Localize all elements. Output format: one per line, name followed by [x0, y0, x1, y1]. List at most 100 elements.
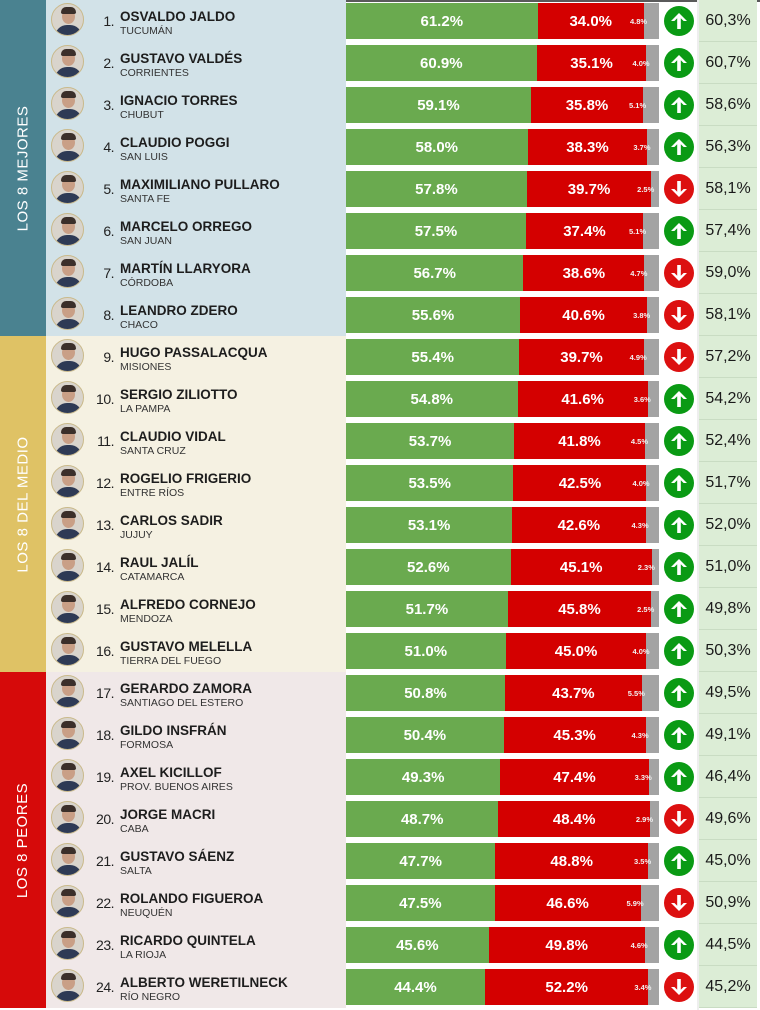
- rank-number: 1.: [103, 13, 114, 29]
- table-row: 12. ROGELIO FRIGERIO ENTRE RÍOS 53.5% 42.5% 4…: [0, 462, 760, 504]
- nsnc-value: 3.4%: [634, 982, 652, 992]
- approve-segment: 58.0%: [346, 129, 528, 165]
- rank-number: 6.: [103, 223, 114, 239]
- province-name: LA RIOJA: [120, 949, 167, 961]
- disapprove-segment: 48.8%: [495, 843, 649, 879]
- nsnc-segment: 3.4%: [634, 969, 659, 1005]
- disapprove-segment: 34.0%: [537, 3, 644, 39]
- table-row: 17. GERARDO ZAMORA SANTIAGO DEL ESTERO 50.8…: [0, 672, 760, 714]
- governor-avatar: [51, 3, 84, 36]
- group-middle: LOS 8 DEL MEDIO: [0, 336, 760, 672]
- approve-segment: 53.5%: [346, 465, 514, 501]
- approve-segment: 55.6%: [346, 297, 521, 333]
- nsnc-value: 4.7%: [630, 268, 648, 278]
- table-row: 13. CARLOS SADIR JUJUY 53.1% 42.6% 4.3% 52,0%: [0, 504, 760, 546]
- approve-segment: 47.5%: [346, 885, 495, 921]
- table-row: 20. JORGE MACRI CABA 48.7% 48.4% 2.9% 49,6%: [0, 798, 760, 840]
- governor-name: GUSTAVO SÁENZ: [120, 849, 235, 864]
- arrow-up-icon: [664, 468, 694, 498]
- nsnc-segment: 2.9%: [636, 801, 659, 837]
- nsnc-value: 2.5%: [637, 604, 655, 614]
- rank-number: 8.: [103, 307, 114, 323]
- arrow-down-icon: [664, 888, 694, 918]
- governor-avatar: [51, 423, 84, 456]
- arrow-down-icon: [664, 342, 694, 372]
- governor-name: GUSTAVO MELELLA: [120, 639, 253, 654]
- disapprove-segment: 40.6%: [520, 297, 648, 333]
- nsnc-segment: 4.8%: [630, 3, 659, 39]
- arrow-up-icon: [664, 6, 694, 36]
- nsnc-value: 3.5%: [634, 856, 652, 866]
- rank-number: 7.: [103, 265, 114, 281]
- province-name: SANTA FE: [120, 193, 170, 205]
- approval-stacked-bar: 59.1% 35.8% 5.1%: [346, 87, 659, 123]
- top-border: [0, 0, 760, 2]
- province-name: LA PAMPA: [120, 403, 171, 415]
- table-row: 24. ALBERTO WERETILNECK RÍO NEGRO 44.4% 52.2…: [0, 966, 760, 1008]
- rank-number: 12.: [96, 475, 114, 491]
- previous-value: 50,9%: [699, 882, 757, 924]
- arrow-up-icon: [664, 552, 694, 582]
- province-name: PROV. BUENOS AIRES: [120, 781, 233, 793]
- nsnc-segment: 3.6%: [634, 381, 659, 417]
- approve-segment: 53.7%: [346, 423, 515, 459]
- province-name: TIERRA DEL FUEGO: [120, 655, 222, 667]
- approval-stacked-bar: 50.8% 43.7% 5.5%: [346, 675, 659, 711]
- governor-avatar: [51, 297, 84, 330]
- approval-stacked-bar: 60.9% 35.1% 4.0%: [346, 45, 659, 81]
- previous-value: 50,3%: [699, 630, 757, 672]
- nsnc-value: 5.1%: [629, 100, 647, 110]
- approve-segment: 53.1%: [346, 507, 513, 543]
- approve-segment: 57.8%: [346, 171, 527, 207]
- table-row: 14. RAUL JALÍL CATAMARCA 52.6% 45.1% 2.3% 51,0…: [0, 546, 760, 588]
- governor-avatar: [51, 339, 84, 372]
- table-row: 4. CLAUDIO POGGI SAN LUIS 58.0% 38.3% 3.7% 56,…: [0, 126, 760, 168]
- province-name: SANTA CRUZ: [120, 445, 186, 457]
- rank-number: 4.: [103, 139, 114, 155]
- nsnc-segment: 4.5%: [631, 423, 659, 459]
- nsnc-value: 5.9%: [626, 898, 644, 908]
- governor-name: RICARDO QUINTELA: [120, 933, 256, 948]
- nsnc-segment: 5.1%: [629, 213, 659, 249]
- nsnc-value: 4.0%: [632, 478, 650, 488]
- nsnc-value: 2.9%: [635, 814, 654, 824]
- nsnc-segment: 4.0%: [632, 633, 659, 669]
- previous-value: 52,4%: [699, 420, 757, 462]
- arrow-down-icon: [664, 174, 694, 204]
- nsnc-value: 5.5%: [627, 688, 645, 698]
- nsnc-segment: 5.9%: [627, 885, 659, 921]
- governor-name: MARTÍN LLARYORA: [120, 261, 251, 276]
- province-name: RÍO NEGRO: [120, 991, 181, 1003]
- approve-segment: 51.7%: [346, 591, 508, 627]
- group-label: LOS 8 DEL MEDIO: [0, 336, 46, 672]
- disapprove-segment: 42.6%: [512, 507, 646, 543]
- table-row: 21. GUSTAVO SÁENZ SALTA 47.7% 48.8% 3.5% 45,0%: [0, 840, 760, 882]
- table-row: 23. RICARDO QUINTELA LA RIOJA 45.6% 49.8% 4.6…: [0, 924, 760, 966]
- governor-name: IGNACIO TORRES: [120, 93, 238, 108]
- nsnc-segment: 4.9%: [630, 339, 659, 375]
- province-name: NEUQUÉN: [120, 907, 173, 919]
- approval-stacked-bar: 48.7% 48.4% 2.9%: [346, 801, 659, 837]
- rank-number: 5.: [103, 181, 114, 197]
- rank-number: 16.: [96, 643, 114, 659]
- nsnc-segment: 3.7%: [633, 129, 659, 165]
- previous-value: 46,4%: [699, 756, 757, 798]
- governor-name: GUSTAVO VALDÉS: [120, 51, 243, 66]
- approval-stacked-bar: 47.5% 46.6% 5.9%: [346, 885, 659, 921]
- previous-value: 49,6%: [699, 798, 757, 840]
- disapprove-segment: 49.8%: [488, 927, 645, 963]
- approve-segment: 60.9%: [346, 45, 537, 81]
- previous-value: 57,2%: [699, 336, 757, 378]
- approve-segment: 50.4%: [346, 717, 504, 753]
- governor-avatar: [51, 381, 84, 414]
- arrow-down-icon: [664, 804, 694, 834]
- rank-number: 9.: [103, 349, 114, 365]
- governor-name: LEANDRO ZDERO: [120, 303, 238, 318]
- approve-segment: 47.7%: [346, 843, 496, 879]
- disapprove-segment: 41.6%: [517, 381, 648, 417]
- approve-segment: 56.7%: [346, 255, 524, 291]
- nsnc-value: 3.6%: [633, 394, 651, 404]
- previous-value: 49,8%: [699, 588, 757, 630]
- nsnc-segment: 4.0%: [632, 45, 659, 81]
- rank-number: 2.: [103, 55, 114, 71]
